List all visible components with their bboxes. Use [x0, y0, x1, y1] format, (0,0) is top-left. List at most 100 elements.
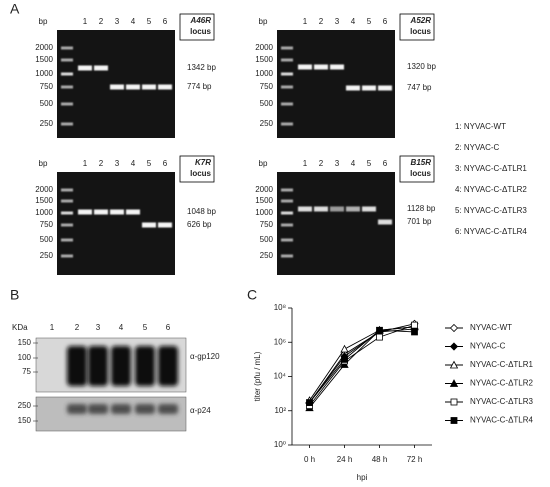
lane-number: 3 — [115, 17, 120, 26]
lane-number: 6 — [163, 159, 168, 168]
x-tick-label: 0 h — [304, 455, 315, 464]
marker — [376, 333, 383, 341]
ladder-band — [61, 211, 73, 215]
legend-label: NYVAC-C-ΔTLR1 — [470, 360, 534, 369]
lane-number: 5 — [147, 159, 152, 168]
strain-legend: 4: NYVAC-C-ΔTLR2 — [455, 185, 527, 194]
blot-unit: KDa — [12, 323, 28, 332]
marker — [449, 360, 459, 369]
dna-band — [362, 85, 376, 91]
ladder-band — [281, 238, 293, 242]
dna-band — [158, 222, 172, 228]
y-tick-label: 10⁰ — [274, 440, 286, 449]
ladder-band — [61, 188, 73, 192]
series-line — [309, 326, 415, 409]
ladder-band — [281, 58, 293, 62]
locus-box — [179, 13, 215, 41]
band-size: 1048 bp — [187, 207, 216, 216]
lane-number: 2 — [319, 159, 324, 168]
lane-number: 5 — [367, 17, 372, 26]
strain-legend: 6: NYVAC-C-ΔTLR4 — [455, 227, 527, 236]
lane-number: 3 — [96, 323, 101, 332]
dna-band — [346, 206, 360, 212]
ladder-band — [61, 122, 73, 126]
legend-label: NYVAC-C-ΔTLR2 — [470, 379, 534, 388]
ladder-label: 2000 — [35, 43, 53, 52]
dna-band — [362, 206, 376, 212]
ladder-label: 750 — [40, 82, 54, 91]
protein-band — [158, 404, 178, 414]
gel-unit: bp — [259, 17, 268, 26]
locus-box — [179, 155, 215, 183]
x-tick-label: 24 h — [337, 455, 353, 464]
band-size: 774 bp — [187, 82, 212, 91]
dna-band — [94, 209, 108, 215]
lane-number: 2 — [75, 323, 80, 332]
ladder-label: 500 — [40, 99, 54, 108]
x-axis-label: hpi — [357, 473, 368, 482]
locus-suffix: locus — [410, 169, 431, 178]
locus-name: A52R — [410, 16, 432, 25]
ladder-band — [61, 223, 73, 227]
ladder-label: 2000 — [255, 43, 273, 52]
kda-marker: 150 — [18, 416, 32, 425]
lane-number: 4 — [351, 159, 356, 168]
y-axis-label: titer (pfu / mL) — [253, 351, 262, 401]
marker — [449, 342, 459, 351]
band-size: 1320 bp — [407, 62, 436, 71]
dna-band — [158, 84, 172, 90]
lane-number: 1 — [83, 17, 88, 26]
lane-number: 3 — [335, 159, 340, 168]
ladder-label: 2000 — [35, 185, 53, 194]
locus-box — [399, 13, 435, 41]
lane-number: 2 — [319, 17, 324, 26]
protein-band — [135, 346, 155, 386]
marker — [449, 323, 459, 333]
lane-number: 3 — [115, 159, 120, 168]
panel-label: C — [247, 287, 257, 303]
strain-legend: 1: NYVAC-WT — [455, 122, 506, 131]
legend-label: NYVAC-C-ΔTLR3 — [470, 397, 534, 406]
ladder-band — [61, 46, 73, 50]
locus-box — [399, 155, 435, 183]
x-tick-label: 72 h — [407, 455, 423, 464]
protein-band — [67, 346, 87, 386]
protein-band — [111, 346, 131, 386]
lane-number: 3 — [335, 17, 340, 26]
ladder-band — [281, 223, 293, 227]
locus-name: K7R — [195, 158, 211, 167]
panel-label: B — [10, 287, 19, 303]
dna-band — [298, 64, 312, 70]
marker — [411, 328, 418, 336]
protein-band — [67, 404, 87, 414]
dna-band — [110, 84, 124, 90]
gel-unit: bp — [39, 159, 48, 168]
ladder-band — [281, 122, 293, 126]
ladder-band — [61, 85, 73, 89]
series-line — [309, 329, 415, 403]
lane-number: 5 — [147, 17, 152, 26]
ladder-label: 750 — [260, 82, 274, 91]
legend-label: NYVAC-C — [470, 342, 506, 351]
dna-band — [126, 209, 140, 215]
gel — [57, 30, 175, 138]
ladder-label: 1000 — [255, 69, 273, 78]
band-size: 1342 bp — [187, 63, 216, 72]
kda-marker: 150 — [18, 338, 32, 347]
marker — [449, 379, 459, 387]
lane-number: 4 — [131, 159, 136, 168]
ladder-band — [61, 72, 73, 76]
ladder-label: 750 — [260, 220, 274, 229]
series-line — [309, 323, 415, 403]
lane-number: 1 — [50, 323, 55, 332]
y-tick-label: 10² — [274, 406, 286, 415]
protein-band — [111, 404, 131, 414]
series-line — [309, 328, 415, 403]
ladder-label: 250 — [260, 251, 274, 260]
lane-number: 1 — [303, 17, 308, 26]
locus-name: A46R — [190, 16, 212, 25]
marker — [341, 355, 348, 363]
ladder-band — [281, 102, 293, 106]
gel-unit: bp — [39, 17, 48, 26]
marker — [340, 344, 349, 353]
